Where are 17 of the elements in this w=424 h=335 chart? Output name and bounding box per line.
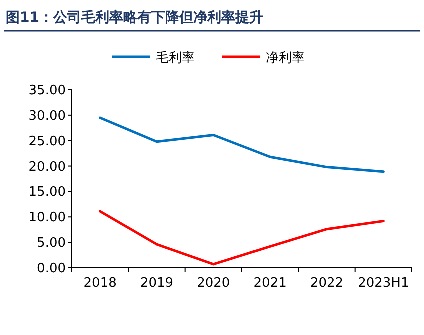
y-tick-label: 10.00 <box>28 210 66 226</box>
x-tick-label: 2018 <box>84 276 117 291</box>
x-tick-label: 2020 <box>197 276 230 291</box>
x-tick-label: 2021 <box>254 276 287 291</box>
y-tick-label: 20.00 <box>28 160 66 175</box>
legend-label: 毛利率 <box>156 50 195 66</box>
x-tick-label: 2019 <box>140 276 174 291</box>
y-tick-label: 5.00 <box>37 236 66 252</box>
title: 图11：公司毛利率略有下降但净利率提升 <box>6 10 264 26</box>
legend-label: 净利率 <box>266 50 305 66</box>
x-tick-label: 2023H1 <box>358 276 410 291</box>
y-tick-label: 30.00 <box>28 108 66 124</box>
x-tick-label: 2022 <box>310 276 344 291</box>
y-tick-label: 15.00 <box>28 185 66 200</box>
y-tick-label: 0.00 <box>37 262 66 276</box>
y-tick-label: 35.00 <box>28 84 66 98</box>
y-tick-label: 25.00 <box>28 134 66 150</box>
